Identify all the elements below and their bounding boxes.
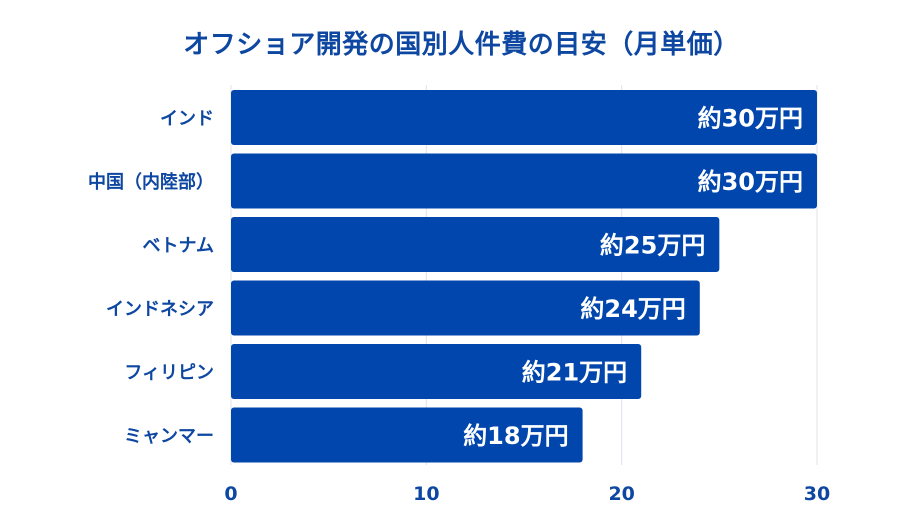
chart-title: オフショア開発の国別人件費の目安（月単価） bbox=[183, 30, 740, 60]
category-label: ベトナム bbox=[143, 236, 214, 257]
x-tick-label: 30 bbox=[804, 483, 830, 505]
category-label: インドネシア bbox=[106, 299, 214, 320]
bar bbox=[231, 217, 720, 272]
data-label: 約30万円 bbox=[698, 105, 803, 133]
data-label: 約18万円 bbox=[463, 422, 568, 450]
data-label: 約21万円 bbox=[522, 359, 627, 387]
bar bbox=[231, 280, 700, 336]
bar bbox=[231, 90, 817, 145]
x-tick-label: 20 bbox=[608, 483, 634, 505]
category-label: 中国（内陸部） bbox=[88, 171, 214, 193]
bar bbox=[231, 407, 583, 463]
bar bbox=[231, 153, 817, 209]
category-label: ミャンマー bbox=[124, 426, 214, 447]
x-tick-label: 10 bbox=[413, 483, 439, 505]
data-label: 約25万円 bbox=[600, 232, 705, 260]
data-label: 約30万円 bbox=[698, 168, 803, 196]
category-label: フィリピン bbox=[124, 363, 214, 384]
data-label: 約24万円 bbox=[580, 295, 685, 323]
bar bbox=[231, 344, 642, 399]
category-label: インド bbox=[160, 109, 214, 130]
x-tick-label: 0 bbox=[224, 483, 237, 505]
